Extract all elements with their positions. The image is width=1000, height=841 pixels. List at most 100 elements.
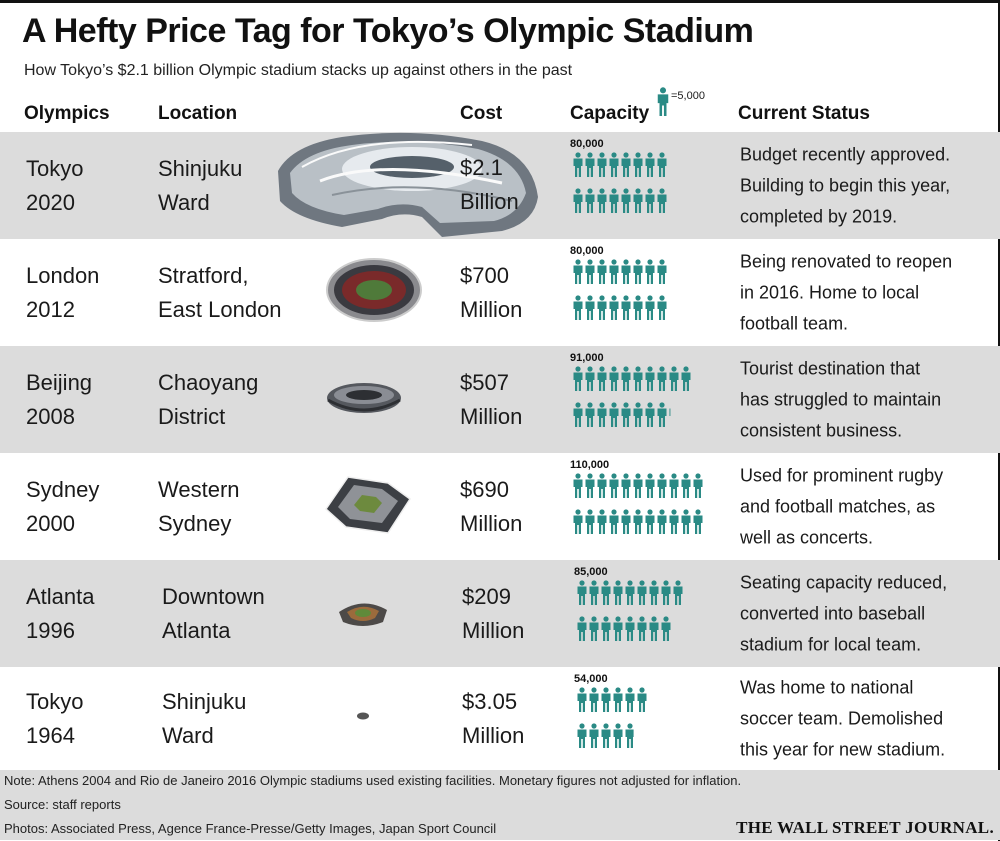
atlanta-stadium-photo — [339, 603, 387, 626]
person-icon — [609, 152, 619, 177]
person-icon — [649, 616, 659, 641]
capacity-cell: 80,000 — [570, 138, 735, 238]
table-row: Sydney 2000 Western Sydney $690 Million … — [0, 453, 1000, 560]
capacity-icons — [573, 152, 667, 213]
person-icon — [669, 509, 679, 534]
person-icon — [573, 295, 583, 320]
person-icon — [597, 366, 607, 391]
person-icon — [621, 509, 631, 534]
person-icon — [609, 366, 619, 391]
cost-cell: $2.1 Billion — [460, 155, 519, 214]
olympics-cell: Atlanta 1996 — [26, 583, 95, 643]
person-icon — [621, 295, 631, 320]
capacity-cell: 85,000 — [574, 566, 739, 666]
person-icon — [621, 366, 631, 391]
person-icon — [657, 366, 667, 391]
location-cell: Shinjuku Ward — [162, 688, 247, 748]
person-icon — [645, 473, 655, 498]
cost-cell: $690 Million — [460, 476, 523, 536]
person-icon — [597, 295, 607, 320]
person-icon — [645, 366, 655, 391]
sydney-stadium-photo — [325, 476, 412, 534]
person-icon — [577, 616, 587, 641]
person-icon — [609, 259, 619, 284]
person-icon — [657, 509, 667, 534]
person-icon — [693, 509, 703, 534]
person-icon — [573, 259, 583, 284]
person-icon — [633, 188, 643, 213]
chart-subtitle: How Tokyo’s $2.1 billion Olympic stadium… — [24, 62, 573, 79]
person-icon — [633, 152, 643, 177]
cost-cell: $209 Million — [462, 583, 525, 643]
status-cell: Tourist destination that has struggled t… — [740, 358, 942, 440]
person-icon — [609, 402, 619, 427]
person-icon — [645, 259, 655, 284]
person-icon — [657, 87, 669, 116]
person-icon — [637, 616, 647, 641]
person-icon — [633, 366, 643, 391]
person-icon — [613, 580, 623, 605]
person-icon — [645, 188, 655, 213]
person-icon — [585, 152, 595, 177]
person-icon — [681, 366, 691, 391]
capacity-label: 85,000 — [574, 566, 608, 578]
person-icon — [573, 366, 583, 391]
person-icon — [637, 687, 647, 712]
person-icon — [633, 473, 643, 498]
table-row: London 2012 Stratford, East London $700 … — [0, 239, 1000, 346]
capacity-label: 91,000 — [570, 352, 604, 364]
header-olympics: Olympics — [24, 103, 110, 124]
tokyo-2020-stadium-rendering — [278, 132, 538, 237]
person-icon — [693, 473, 703, 498]
person-icon — [645, 402, 655, 427]
person-icon — [597, 259, 607, 284]
person-icon — [657, 152, 667, 177]
status-cell: Being renovated to reopen in 2016. Home … — [740, 251, 953, 333]
beijing-stadium-photo — [327, 383, 401, 413]
london-stadium-photo — [326, 258, 422, 322]
header-location: Location — [158, 103, 238, 124]
person-icon — [657, 473, 667, 498]
capacity-cell: 80,000 — [570, 245, 735, 345]
person-icon — [633, 402, 643, 427]
capacity-label: 80,000 — [570, 245, 604, 257]
header-status: Current Status — [738, 103, 870, 124]
olympics-cell: Beijing 2008 — [26, 369, 93, 429]
person-icon — [609, 188, 619, 213]
person-icon — [621, 188, 631, 213]
person-icon — [597, 402, 607, 427]
person-icon — [585, 259, 595, 284]
person-icon — [657, 295, 667, 320]
table-row: Atlanta 1996 Downtown Atlanta $209 Milli… — [0, 560, 1000, 667]
person-icon — [621, 259, 631, 284]
footer-band — [0, 770, 1000, 840]
location-cell: Chaoyang District — [158, 369, 259, 429]
capacity-cell: 91,000 — [570, 352, 735, 452]
capacity-cell: 54,000 — [574, 673, 739, 773]
person-icon — [585, 509, 595, 534]
olympics-cell: London 2012 — [26, 262, 100, 322]
status-cell: Used for prominent rugby and football ma… — [740, 465, 944, 547]
person-icon — [625, 723, 634, 748]
person-icon — [585, 366, 595, 391]
person-icon — [625, 580, 635, 605]
person-icon — [601, 723, 611, 748]
person-icon — [681, 473, 691, 498]
person-icon — [633, 509, 643, 534]
person-icon — [621, 473, 631, 498]
person-icon — [661, 616, 671, 641]
person-icon — [661, 580, 671, 605]
table-row: Tokyo 1964 Shinjuku Ward $3.05 Million 5… — [0, 667, 1000, 770]
person-icon — [625, 616, 635, 641]
person-icon — [609, 509, 619, 534]
location-cell: Shinjuku Ward — [158, 155, 243, 215]
person-icon — [573, 188, 583, 213]
person-icon — [613, 687, 623, 712]
person-icon — [597, 152, 607, 177]
footer-photos: Photos: Associated Press, Agence France-… — [4, 821, 497, 836]
person-icon — [649, 580, 659, 605]
person-icon — [657, 259, 667, 284]
person-icon — [625, 687, 635, 712]
person-icon — [589, 723, 599, 748]
capacity-icons — [577, 580, 683, 641]
